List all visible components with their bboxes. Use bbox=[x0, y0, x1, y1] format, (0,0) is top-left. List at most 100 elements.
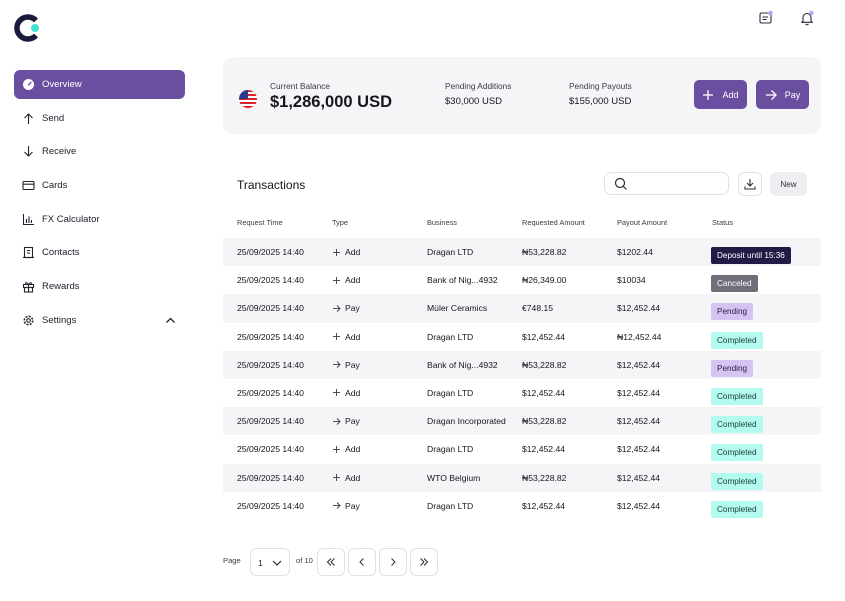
sidebar-item-label: Contacts bbox=[42, 247, 80, 259]
cell-business: Dragan LTD bbox=[427, 387, 474, 398]
page-total-label: of 10 bbox=[296, 556, 313, 565]
column-header-requested-amount[interactable]: Requested Amount bbox=[522, 218, 585, 227]
sidebar-item-send[interactable]: Send bbox=[14, 104, 185, 133]
cell-requested-amount: $12,452.44 bbox=[522, 331, 566, 342]
messages-icon[interactable] bbox=[757, 9, 775, 27]
gauge-icon bbox=[22, 78, 35, 91]
column-header-business[interactable]: Business bbox=[427, 218, 457, 227]
cell-type: Pay bbox=[332, 416, 360, 426]
card-icon bbox=[22, 179, 35, 192]
cell-payout-amount: $12,452.44 bbox=[617, 472, 661, 483]
previous-page-button[interactable] bbox=[348, 548, 376, 576]
next-page-button[interactable] bbox=[379, 548, 407, 576]
table-row[interactable]: 25/09/2025 14:40 Dragan LTD $12,452.44 $12,… bbox=[223, 379, 821, 407]
arrow-right-icon bbox=[333, 305, 341, 312]
cell-type-label: Pay bbox=[345, 359, 360, 370]
sidebar-item-settings[interactable]: Settings bbox=[14, 306, 185, 335]
sidebar-item-fx-calculator[interactable]: FX Calculator bbox=[14, 205, 185, 234]
arrow-down-icon bbox=[22, 145, 35, 158]
table-header: Request Time Type Business Requested Amo… bbox=[223, 215, 821, 231]
search-icon bbox=[614, 177, 627, 190]
arrow-right-icon bbox=[333, 502, 341, 510]
cell-business: Dragan LTD bbox=[427, 247, 474, 257]
download-button[interactable] bbox=[738, 172, 762, 196]
column-header-type[interactable]: Type bbox=[332, 218, 349, 227]
table-row[interactable]: 25/09/2025 14:40 Dragan LTD ₦53,228.82 $120… bbox=[223, 238, 821, 267]
cell-request-time: 25/09/2025 14:40 bbox=[237, 416, 304, 427]
arrow-right-icon bbox=[333, 417, 341, 425]
chevron-up-icon[interactable] bbox=[165, 315, 176, 326]
cell-business: WTO Belgium bbox=[427, 472, 481, 483]
pay-button-label: Pay bbox=[784, 89, 801, 100]
cell-business: Bank of Nig...4932 bbox=[427, 275, 498, 286]
page-select-value: 1 bbox=[258, 558, 263, 568]
column-header-payout-amount[interactable]: Payout Amount bbox=[617, 218, 668, 227]
cell-request-time: 25/09/2025 14:40 bbox=[237, 387, 304, 398]
cell-requested-amount: $12,452.44 bbox=[522, 444, 566, 455]
table-row[interactable]: 25/09/2025 14:40 Müler Ceramics €748.15 $12… bbox=[223, 294, 821, 323]
table-body: 25/09/2025 14:40 Dragan LTD ₦53,228.82 $120… bbox=[223, 238, 821, 520]
pay-button[interactable]: Pay bbox=[756, 80, 809, 109]
cell-requested-amount: $12,452.44 bbox=[522, 387, 566, 398]
search-box[interactable] bbox=[604, 172, 729, 195]
sidebar-item-contacts[interactable]: Contacts bbox=[14, 238, 185, 267]
notifications-bell-icon[interactable] bbox=[798, 9, 816, 27]
status-badge: Completed bbox=[711, 416, 763, 434]
double-chevron-left-icon bbox=[326, 558, 335, 566]
add-button[interactable]: Add bbox=[694, 80, 747, 109]
cell-requested-amount: ₦53,228.82 bbox=[522, 416, 567, 427]
sidebar-item-receive[interactable]: Receive bbox=[14, 137, 185, 166]
status-badge: Completed bbox=[711, 444, 763, 462]
cell-requested-amount: ₦26,349.00 bbox=[522, 275, 567, 286]
arrow-up-icon bbox=[22, 112, 35, 125]
cell-request-time: 25/09/2025 14:40 bbox=[237, 331, 304, 342]
column-header-request-time[interactable]: Request Time bbox=[237, 218, 283, 227]
table-row[interactable]: 25/09/2025 14:40 Dragan LTD $12,452.44 $12,… bbox=[223, 492, 821, 520]
last-page-button[interactable] bbox=[410, 548, 438, 576]
cell-payout-amount: $12,452.44 bbox=[617, 303, 661, 314]
column-header-status[interactable]: Status bbox=[712, 218, 733, 227]
cell-request-time: 25/09/2025 14:40 bbox=[237, 444, 304, 455]
cell-type: Add bbox=[332, 332, 360, 342]
cell-requested-amount: ₦53,228.82 bbox=[522, 359, 567, 370]
table-row[interactable]: 25/09/2025 14:40 Bank of Nig...4932 ₦26,34… bbox=[223, 266, 821, 294]
current-balance-label: Current Balance bbox=[270, 81, 330, 91]
status-badge: Completed bbox=[711, 387, 763, 405]
cell-payout-amount: $12,452.44 bbox=[617, 387, 661, 398]
sidebar-item-label: Receive bbox=[42, 146, 77, 158]
first-page-button[interactable] bbox=[317, 548, 345, 576]
status-badge: Completed bbox=[711, 500, 763, 518]
sidebar: Overview Send Receive Cards FX Calculato… bbox=[14, 70, 185, 340]
table-row[interactable]: 25/09/2025 14:40 Dragan LTD $12,452.44 ₦12,… bbox=[223, 323, 821, 351]
current-balance-value: $1,286,000 USD bbox=[270, 93, 393, 111]
table-row[interactable]: 25/09/2025 14:40 Dragan Incorporated ₦53,2… bbox=[223, 407, 821, 436]
sidebar-item-overview[interactable]: Overview bbox=[14, 70, 185, 99]
table-row[interactable]: 25/09/2025 14:40 WTO Belgium ₦53,228.82 $12… bbox=[223, 463, 821, 492]
bar-chart-icon bbox=[22, 213, 35, 226]
pending-payouts-value: $155,000 USD bbox=[569, 96, 632, 107]
cell-business: Müler Ceramics bbox=[427, 303, 488, 314]
search-input[interactable] bbox=[635, 176, 725, 192]
sidebar-item-cards[interactable]: Cards bbox=[14, 171, 185, 200]
sidebar-item-rewards[interactable]: Rewards bbox=[14, 272, 185, 301]
cell-type-label: Pay bbox=[345, 500, 360, 511]
cell-request-time: 25/09/2025 14:40 bbox=[237, 247, 304, 257]
cell-request-time: 25/09/2025 14:40 bbox=[237, 500, 304, 511]
cell-request-time: 25/09/2025 14:40 bbox=[237, 472, 304, 483]
cell-type-label: Add bbox=[345, 275, 361, 286]
sidebar-item-label: Settings bbox=[42, 314, 77, 326]
page-select[interactable]: 1 bbox=[250, 548, 290, 576]
cell-type: Pay bbox=[332, 360, 360, 370]
balance-card: Current Balance $1,286,000 USD Pending A… bbox=[223, 57, 821, 134]
app-logo[interactable] bbox=[14, 14, 42, 42]
table-row[interactable]: 25/09/2025 14:40 Bank of Nig...4932 ₦53,22… bbox=[223, 350, 821, 379]
cell-requested-amount: ₦53,228.82 bbox=[522, 247, 567, 257]
us-flag-icon bbox=[239, 90, 257, 108]
cell-type: Add bbox=[332, 388, 360, 398]
chevron-right-icon bbox=[391, 558, 396, 566]
cell-requested-amount: €748.15 bbox=[522, 303, 554, 314]
building-icon bbox=[22, 246, 35, 259]
table-row[interactable]: 25/09/2025 14:40 Dragan LTD $12,452.44 $12,… bbox=[223, 435, 821, 463]
new-button[interactable]: New bbox=[770, 172, 807, 196]
cell-request-time: 25/09/2025 14:40 bbox=[237, 303, 304, 314]
